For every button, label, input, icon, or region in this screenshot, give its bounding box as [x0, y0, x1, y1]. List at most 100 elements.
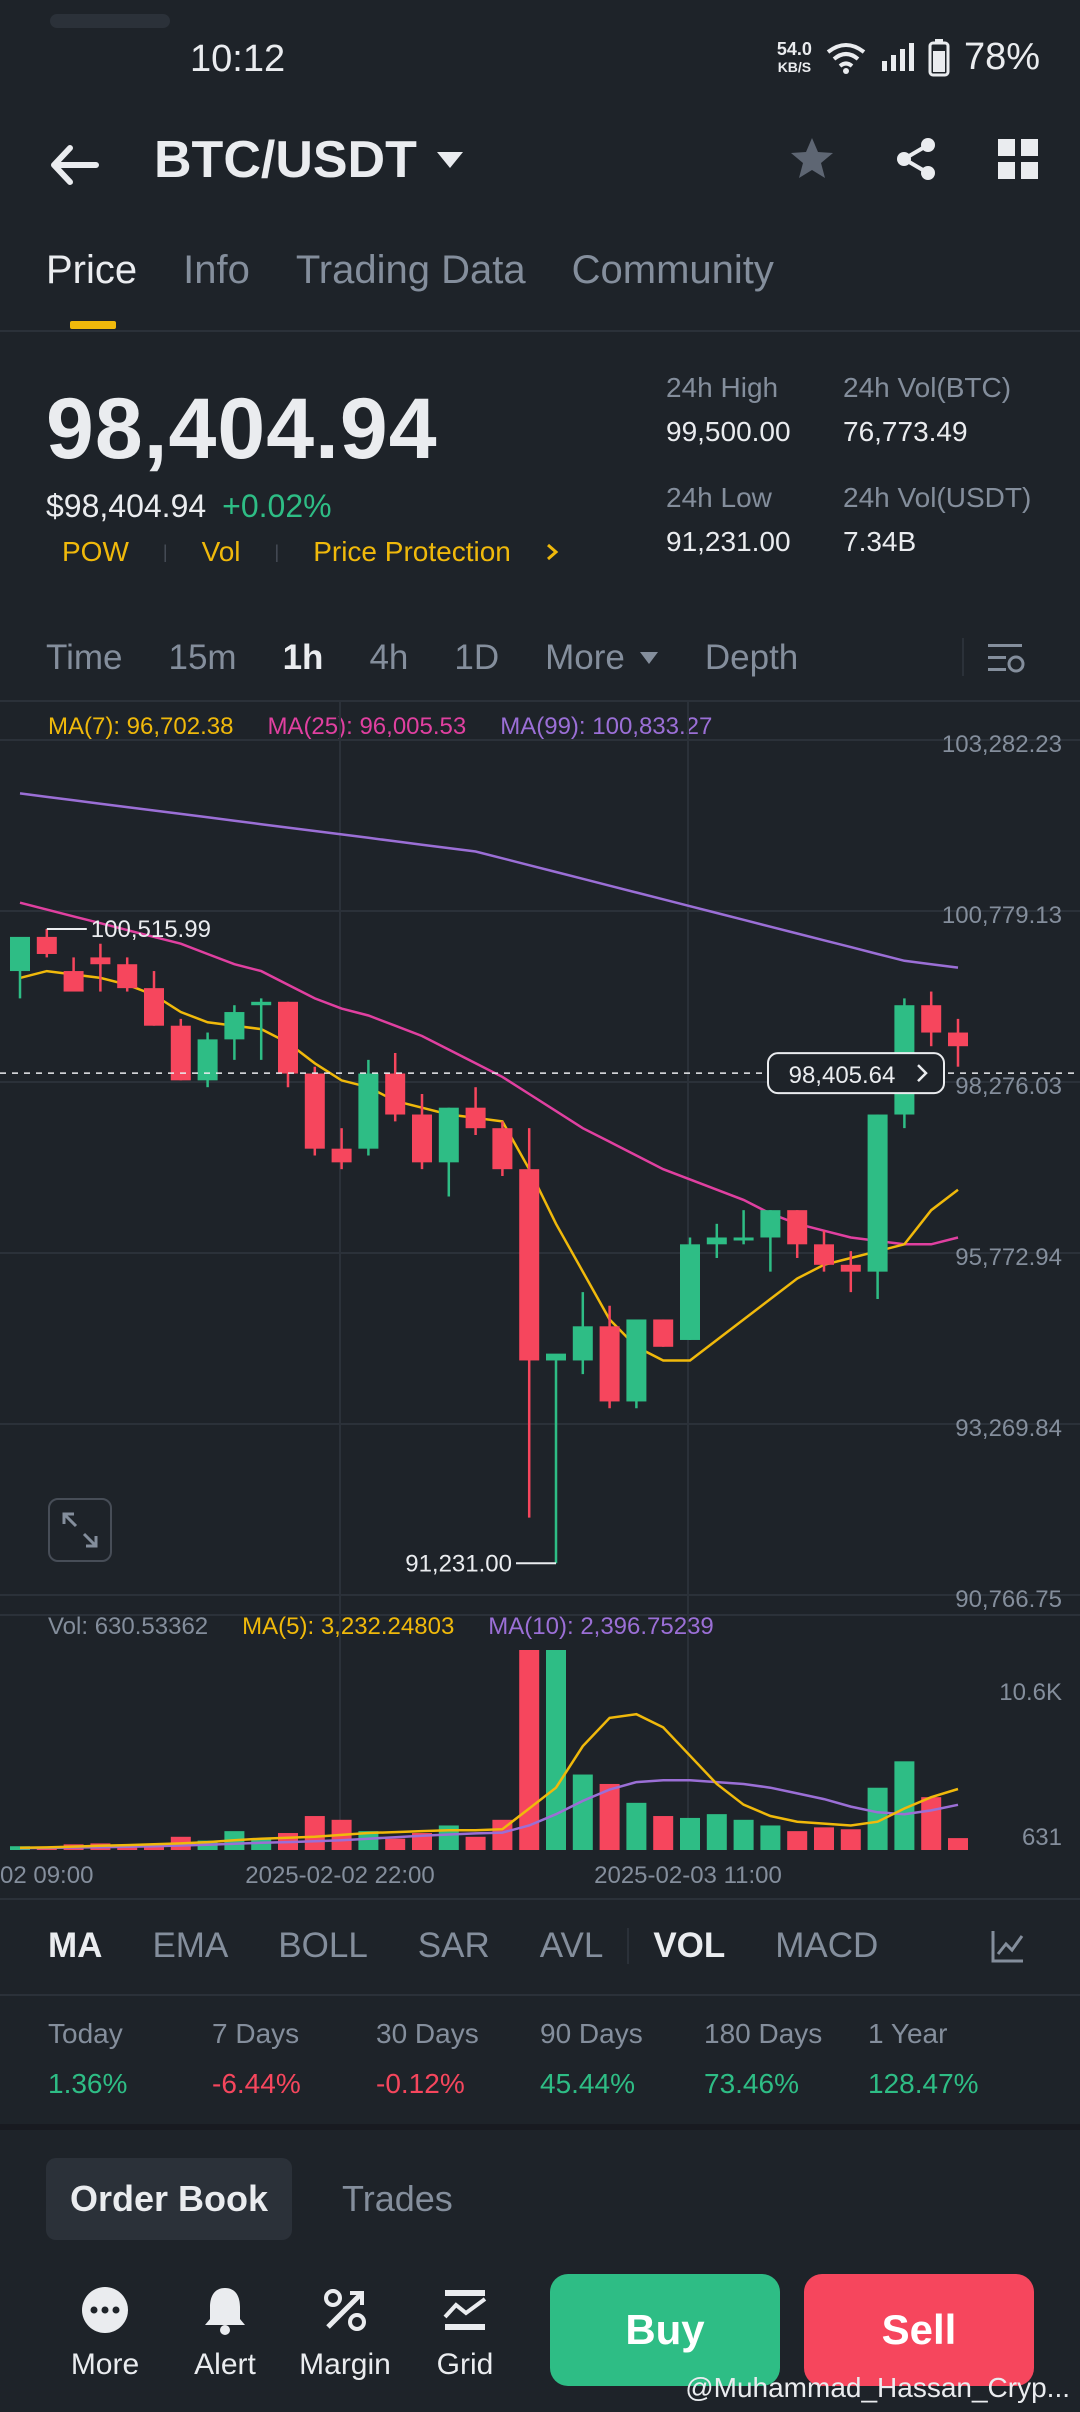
expand-icon [62, 1512, 98, 1548]
stat-24h-high: 24h High 99,500.00 [666, 372, 791, 447]
candle-body [412, 1114, 432, 1163]
tab-trades[interactable]: Trades [342, 2178, 453, 2219]
perf-30d: 30 Days -0.12% [376, 2018, 479, 2099]
tag-pow[interactable]: POW [62, 536, 129, 567]
candle-body [572, 1326, 593, 1361]
candle-body [519, 1169, 540, 1361]
more-dots-icon [82, 2287, 128, 2333]
tab-trading-data[interactable]: Trading Data [295, 248, 526, 292]
volume-bar [358, 1831, 379, 1850]
back-arrow-icon[interactable] [40, 130, 110, 200]
asset-tags: POW | Vol | Price Protection [62, 536, 559, 568]
more-button[interactable]: More [50, 2280, 160, 2382]
indicator-boll[interactable]: BOLL [278, 1926, 368, 1965]
vol-value: Vol: 630.53362 [48, 1613, 209, 1640]
star-icon[interactable] [788, 135, 836, 183]
volume-bar [519, 1650, 540, 1850]
indicator-avl[interactable]: AVL [539, 1926, 604, 1965]
volume-bar [787, 1831, 808, 1850]
tab-price[interactable]: Price [46, 248, 138, 292]
volume-bar [626, 1802, 647, 1850]
candle-body [626, 1319, 647, 1402]
status-pill [50, 14, 170, 28]
chart-top-divider [0, 700, 1080, 702]
interval-time[interactable]: Time [46, 638, 123, 677]
time-axis-label: 2025-02-02 22:00 [245, 1862, 435, 1889]
pair-selector[interactable]: BTC/USDT [154, 130, 465, 190]
candle-body [840, 1264, 861, 1272]
volume-bar [814, 1827, 834, 1850]
candle-body [36, 936, 57, 954]
indicator-ema[interactable]: EMA [152, 1926, 229, 1965]
tag-vol[interactable]: Vol [201, 536, 241, 567]
price-axis-label: 95,772.94 [955, 1244, 1062, 1271]
section-divider [0, 2124, 1080, 2130]
candle-body [787, 1210, 808, 1245]
chart-settings-icon[interactable] [986, 640, 1026, 676]
volume-bar [867, 1787, 888, 1850]
interval-1h[interactable]: 1h [282, 638, 324, 677]
candle-body [63, 971, 84, 992]
grid-button[interactable]: Grid [410, 2280, 520, 2382]
wifi-icon [826, 42, 866, 74]
price-axis-label: 103,282.23 [942, 731, 1062, 758]
volume-bar [680, 1817, 700, 1850]
interval-depth[interactable]: Depth [704, 638, 799, 677]
candle-body [599, 1326, 620, 1402]
indicator-divider [627, 1928, 630, 1964]
candle-body [948, 1032, 968, 1047]
candle-body [144, 988, 164, 1026]
orderbook-tabs: Order Book Trades [46, 2158, 477, 2240]
grid-layout-icon[interactable] [996, 137, 1040, 181]
high-marker-label: 100,515.99 [91, 916, 211, 943]
interval-bar: Time 15m 1h 4h 1D More Depth [46, 638, 844, 678]
volume-bar [760, 1825, 781, 1850]
signal-icon [881, 42, 914, 71]
buy-button[interactable]: Buy [550, 2274, 780, 2386]
indicator-sar[interactable]: SAR [417, 1926, 490, 1965]
interval-more[interactable]: More [545, 638, 625, 677]
candle-body [867, 1114, 888, 1272]
candle-body [224, 1012, 245, 1040]
ma-legend: MA(7): 96,702.38 MA(25): 96,005.53 MA(99… [48, 713, 712, 741]
interval-15m[interactable]: 15m [168, 638, 237, 677]
tag-separator: | [274, 541, 280, 562]
interval-1d[interactable]: 1D [454, 638, 500, 677]
indicator-settings-icon[interactable] [990, 1928, 1026, 1964]
share-icon[interactable] [892, 135, 940, 183]
chevron-right-icon [546, 543, 559, 561]
bell-icon [205, 2288, 245, 2335]
indicator-macd[interactable]: MACD [775, 1926, 879, 1965]
candle-body [10, 936, 30, 972]
tab-community[interactable]: Community [571, 248, 774, 292]
tab-order-book[interactable]: Order Book [46, 2158, 293, 2240]
grid-bot-icon [443, 2290, 487, 2330]
candle-body [438, 1107, 459, 1163]
watermark: @Muhammad_Hassan_Cryp... [685, 2372, 1070, 2403]
candle-body [331, 1148, 352, 1163]
ma99-value: MA(99): 100,833.27 [500, 713, 713, 740]
indicator-vol[interactable]: VOL [653, 1926, 726, 1965]
vol-ma10-value: MA(10): 2,396.75239 [488, 1613, 714, 1640]
candle-body [251, 1001, 272, 1006]
fullscreen-button[interactable] [48, 1498, 112, 1562]
perf-today: Today 1.36% [48, 2018, 128, 2099]
tab-info[interactable]: Info [183, 248, 250, 292]
current-price-tag [767, 1052, 945, 1095]
status-icons: 54.0 KB/S 78% [777, 36, 1040, 79]
candlestick-chart[interactable]: 103,282.23 100,779.13 98,276.03 95,772.94 93… [0, 690, 1080, 1890]
interval-4h[interactable]: 4h [369, 638, 409, 677]
candle-body [814, 1244, 834, 1265]
sell-button[interactable]: Sell [804, 2274, 1034, 2386]
alert-button[interactable]: Alert [170, 2280, 280, 2382]
tag-price-protection[interactable]: Price Protection [313, 536, 511, 567]
candle-body [278, 1001, 298, 1074]
margin-button[interactable]: Margin [290, 2280, 400, 2382]
candle-body [197, 1039, 218, 1081]
price-axis-label: 98,276.03 [955, 1073, 1062, 1100]
indicator-ma[interactable]: MA [48, 1926, 103, 1965]
main-tabs: Price Info Trading Data Community [46, 248, 774, 293]
time-axis-label: 02 09:00 [0, 1862, 93, 1889]
candle-body [117, 964, 138, 989]
perf-180d: 180 Days 73.46% [704, 2018, 823, 2099]
